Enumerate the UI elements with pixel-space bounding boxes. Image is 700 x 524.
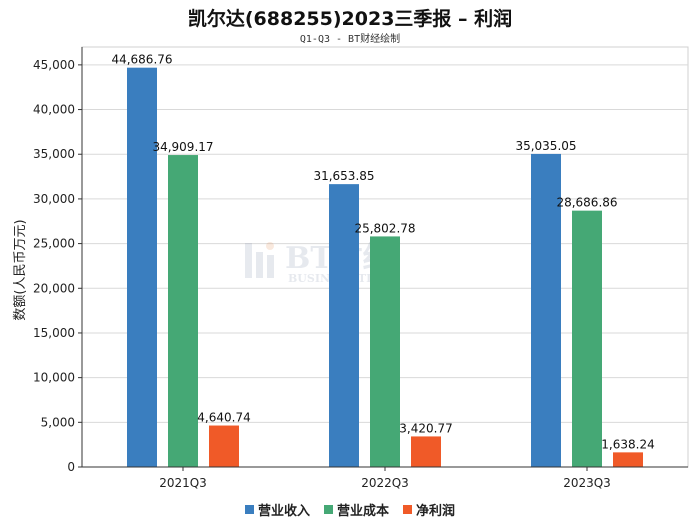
x-tick-label: 2023Q3 (563, 476, 611, 490)
legend-label-revenue: 营业收入 (257, 504, 310, 519)
y-tick-label: 5,000 (41, 415, 75, 429)
y-tick-label: 20,000 (33, 281, 75, 295)
y-tick-label: 40,000 (33, 103, 75, 117)
bar-cost-2022Q3 (370, 236, 400, 467)
legend-label-profit: 净利润 (416, 504, 456, 519)
bar-profit-2021Q3 (209, 425, 239, 467)
data-label-profit-2023Q3: 1,638.24 (601, 437, 654, 451)
chart-subtitle: Q1-Q3 - BT财经绘制 (299, 34, 401, 45)
y-tick-label: 0 (67, 460, 75, 474)
y-tick-label: 10,000 (33, 371, 75, 385)
bar-profit-2022Q3 (411, 436, 441, 467)
legend: 营业收入 营业成本 净利润 (0, 500, 700, 519)
data-label-revenue-2023Q3: 35,035.05 (515, 139, 576, 153)
bar-revenue-2021Q3 (127, 67, 157, 467)
bar-cost-2023Q3 (572, 210, 602, 467)
y-tick-label: 35,000 (33, 147, 75, 161)
legend-item-cost: 营业成本 (323, 500, 389, 519)
legend-item-profit: 净利润 (403, 500, 455, 519)
y-tick-label: 25,000 (33, 237, 75, 251)
data-label-revenue-2022Q3: 31,653.85 (313, 169, 374, 183)
watermark-logo-icon (266, 242, 274, 250)
y-tick-label: 45,000 (33, 58, 75, 72)
y-tick-label: 15,000 (33, 326, 75, 340)
legend-swatch-profit (403, 505, 412, 514)
data-label-profit-2021Q3: 4,640.74 (197, 411, 250, 425)
chart-title: 凯尔达(688255)2023三季报 – 利润 (187, 8, 513, 30)
watermark-logo-icon (256, 252, 263, 278)
data-label-cost-2022Q3: 25,802.78 (354, 221, 415, 235)
watermark-logo-icon (267, 255, 274, 278)
data-label-cost-2021Q3: 34,909.17 (152, 140, 213, 154)
bar-profit-2023Q3 (613, 452, 643, 467)
legend-swatch-cost (323, 505, 333, 514)
y-axis-title: 数额(人民币万元) (13, 219, 28, 320)
axes: 0 5,000 10,000 15,000 20,000 25,000 30,000 35,0… (33, 47, 688, 490)
data-label-profit-2022Q3: 3,420.77 (399, 421, 452, 435)
bar-chart: BT财经 BUSINESS TIMES 44,686.7634,909.174,… (13, 46, 689, 490)
x-tick-label: 2021Q3 (159, 476, 207, 490)
legend-label-cost: 营业成本 (336, 504, 389, 519)
data-label-revenue-2021Q3: 44,686.76 (111, 53, 172, 67)
bar-revenue-2023Q3 (531, 153, 561, 467)
watermark-logo-icon (245, 243, 252, 278)
legend-item-revenue: 营业收入 (244, 500, 310, 519)
bar-revenue-2022Q3 (329, 184, 359, 467)
legend-swatch-revenue (244, 505, 254, 514)
data-label-cost-2023Q3: 28,686.86 (556, 196, 617, 210)
bars: 44,686.76 34,909.17 4,640.74 31,653.85 25,80… (111, 53, 655, 467)
x-tick-label: 2022Q3 (361, 476, 409, 490)
bar-cost-2021Q3 (168, 155, 198, 467)
y-tick-label: 30,000 (33, 192, 75, 206)
